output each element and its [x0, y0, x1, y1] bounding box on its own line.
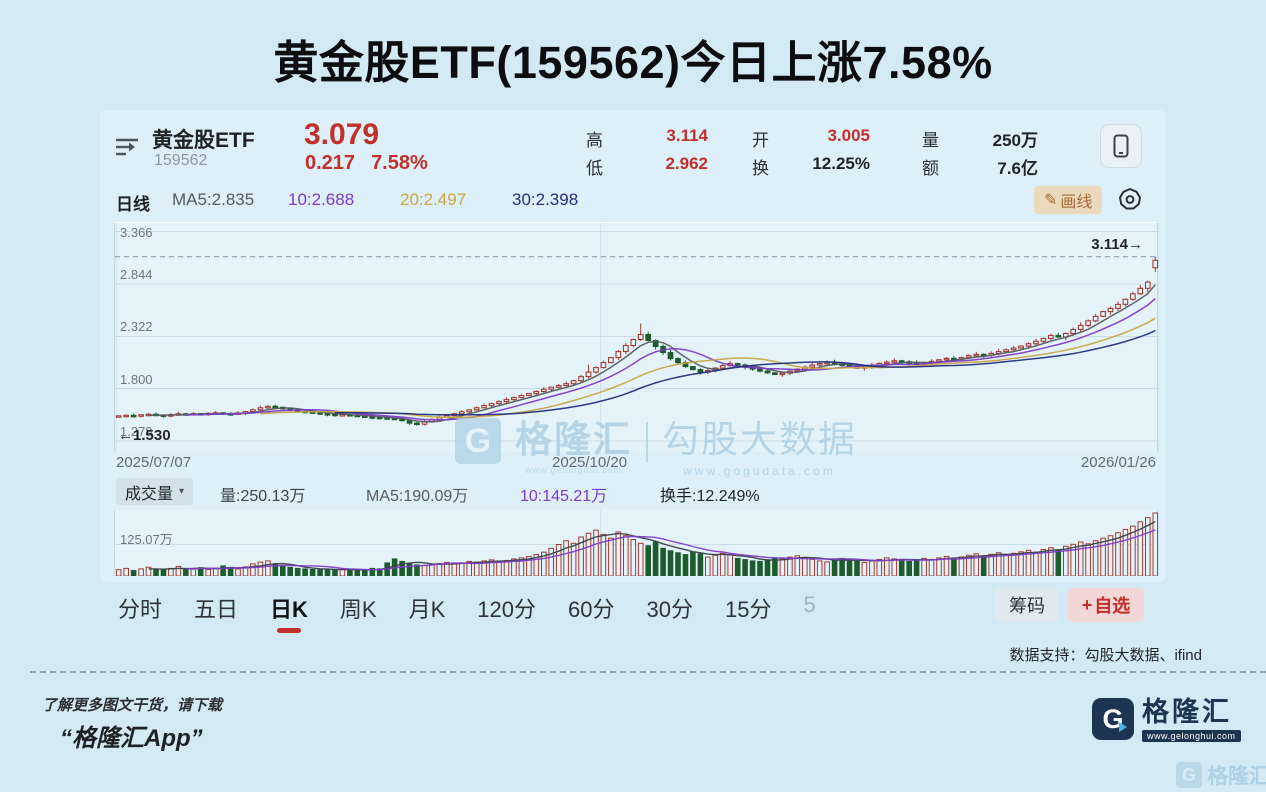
- switch-stock-icon[interactable]: [112, 132, 142, 162]
- stat-value-turnover: 12.25%: [812, 154, 870, 173]
- chips-distribution-button[interactable]: 筹码: [995, 588, 1059, 622]
- price-candlestick-chart[interactable]: 3.366 2.844 2.322 1.800 1.278 3.114→ ←1.530: [114, 222, 1159, 453]
- watchlist-label: 自选: [1094, 596, 1131, 616]
- ma30-legend: 30:2.398: [512, 190, 579, 209]
- stat-label-high: 高: [586, 131, 603, 150]
- volume-dropdown-label: 成交量: [125, 485, 174, 503]
- ma10-legend: 10:2.688: [288, 190, 355, 209]
- stat-label-volume: 量: [922, 131, 939, 150]
- data-support-credit: 数据支持：勾股大数据、ifind: [1009, 647, 1202, 664]
- price-tick: 3.366: [120, 225, 153, 240]
- tab-15min[interactable]: 15分: [724, 597, 772, 622]
- stock-name: 黄金股ETF: [152, 129, 255, 152]
- price-tick: 1.800: [120, 372, 153, 387]
- gelonghui-logo-text: 格隆汇: [1142, 697, 1232, 727]
- gelonghui-logo: G 格隆汇 www.gelonghui.com: [1092, 698, 1241, 744]
- stock-code: 159562: [154, 152, 208, 169]
- date-end: 2026/01/26: [1080, 454, 1156, 471]
- price-tick: 2.322: [120, 319, 153, 334]
- stat-label-amount: 额: [922, 159, 939, 178]
- stat-label-open: 开: [752, 131, 769, 150]
- stat-value-high: 3.114: [666, 126, 708, 145]
- ma20-legend: 20:2.497: [400, 190, 467, 209]
- volume-bar-chart[interactable]: 125.07万: [114, 510, 1159, 576]
- stat-label-turnover: 换: [752, 159, 769, 178]
- corner-watermark-icon: G: [1176, 762, 1202, 788]
- tab-30min[interactable]: 30分: [646, 597, 693, 622]
- volume-turnover: 换手:12.249%: [660, 488, 760, 505]
- change-amount: 0.217: [305, 152, 356, 174]
- gelonghui-logo-url: www.gelonghui.com: [1142, 730, 1241, 742]
- logo-letter: G: [1102, 703, 1124, 734]
- add-watchlist-button[interactable]: + 自选: [1068, 588, 1144, 622]
- volume-ma10: 10:145.21万: [520, 488, 608, 505]
- price-tick: 2.844: [120, 267, 153, 282]
- volume-indicator-dropdown[interactable]: 成交量 ▾: [116, 478, 194, 505]
- price-change: 0.217 7.58%: [305, 152, 444, 175]
- volume-value: 量:250.13万: [220, 488, 306, 505]
- ma5-legend: MA5:2.835: [172, 190, 255, 209]
- stat-label-low: 低: [586, 159, 603, 178]
- gelonghui-logo-icon: G: [1092, 698, 1134, 740]
- promo-text-line2: “格隆汇App”: [60, 725, 203, 752]
- quote-header: 黄金股ETF 159562 3.079 0.217 7.58% 高 3.114 低…: [100, 110, 1166, 182]
- start-price-marker: ←1.530: [118, 427, 171, 444]
- tab-120min[interactable]: 120分: [477, 597, 537, 622]
- price-tick: 1.278: [120, 424, 153, 439]
- stat-value-open: 3.005: [827, 126, 870, 145]
- last-price: 3.079: [304, 118, 380, 151]
- mobile-view-button[interactable]: [1100, 124, 1142, 168]
- period-tabs: 分时 五日 日K 周K 月K 120分 60分 30分 15分 5: [118, 592, 816, 624]
- date-axis: 2025/07/07 2025/10/20 2026/01/26: [114, 454, 1158, 474]
- chevron-down-icon: ▾: [179, 486, 185, 497]
- page-title: 黄金股ETF(159562)今日上涨7.58%: [273, 37, 993, 88]
- volume-ma5: MA5:190.09万: [366, 488, 469, 505]
- phone-icon: [1113, 134, 1129, 158]
- stat-value-low: 2.962: [665, 154, 708, 173]
- draw-line-button[interactable]: ✎ 画线: [1034, 186, 1103, 214]
- tab-minute[interactable]: 分时: [118, 597, 163, 622]
- volume-legend-bar: 成交量 ▾ 量:250.13万 MA5:190.09万 10:145.21万 换…: [114, 478, 1158, 508]
- high-price-marker: 3.114→: [1091, 235, 1143, 253]
- plus-icon: +: [1081, 594, 1093, 615]
- draw-line-label: 画线: [1060, 194, 1093, 211]
- stat-value-amount: 7.6亿: [997, 159, 1038, 178]
- tab-5day[interactable]: 五日: [194, 597, 239, 622]
- quote-card: 黄金股ETF 159562 3.079 0.217 7.58% 高 3.114 低…: [100, 110, 1166, 582]
- period-label: 日线: [116, 195, 150, 214]
- gelonghui-logo-text-col: 格隆汇 www.gelonghui.com: [1142, 698, 1241, 744]
- logo-arrow-icon: [1119, 722, 1127, 732]
- ma-legend-bar: 日线 MA5:2.835 10:2.688 20:2.497 30:2.398 …: [100, 184, 1166, 218]
- pencil-icon: ✎: [1044, 192, 1058, 209]
- date-start: 2025/07/07: [116, 454, 192, 471]
- corner-watermark-text: 格隆汇: [1207, 765, 1266, 788]
- change-percent: 7.58%: [371, 152, 428, 174]
- stat-value-volume: 250万: [992, 131, 1038, 150]
- tab-weekly-k[interactable]: 周K: [339, 597, 377, 622]
- promo-text-line1: 了解更多图文干货，请下载: [42, 697, 223, 714]
- volume-axis-tick: 125.07万: [120, 531, 173, 547]
- dashed-divider: [30, 671, 1266, 673]
- tab-60min[interactable]: 60分: [568, 597, 615, 622]
- tab-daily-k[interactable]: 日K: [270, 592, 308, 624]
- tab-5min[interactable]: 5: [803, 592, 816, 617]
- corner-watermark: G 格隆汇: [1176, 760, 1266, 790]
- date-mid: 2025/10/20: [552, 454, 628, 471]
- tab-monthly-k[interactable]: 月K: [408, 597, 446, 622]
- settings-gear-icon[interactable]: [1116, 186, 1144, 214]
